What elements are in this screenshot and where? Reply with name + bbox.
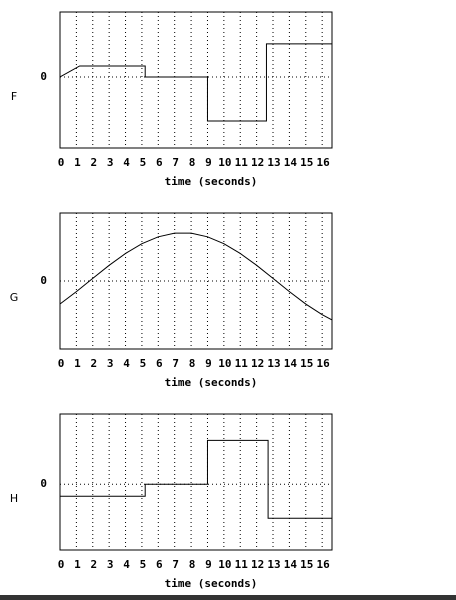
plot-label: G bbox=[10, 291, 19, 304]
x-tick-label: 13 bbox=[267, 156, 280, 169]
x-tick-label: 2 bbox=[90, 357, 97, 370]
x-tick-label: 5 bbox=[140, 156, 147, 169]
x-tick-label: 5 bbox=[140, 558, 147, 571]
x-tick-label: 15 bbox=[300, 357, 313, 370]
x-tick-label: 3 bbox=[107, 156, 114, 169]
x-tick-label: 16 bbox=[317, 357, 331, 370]
x-tick-label: 14 bbox=[284, 156, 298, 169]
x-tick-label: 4 bbox=[123, 357, 130, 370]
x-tick-label: 6 bbox=[156, 558, 163, 571]
x-tick-label: 3 bbox=[107, 558, 114, 571]
x-tick-label: 14 bbox=[284, 558, 298, 571]
x-tick-label: 11 bbox=[235, 357, 249, 370]
bottom-bar bbox=[0, 595, 456, 600]
x-tick-label: 0 bbox=[58, 558, 65, 571]
x-tick-label: 9 bbox=[205, 156, 212, 169]
data-line bbox=[60, 439, 332, 519]
x-tick-label: 11 bbox=[235, 558, 249, 571]
plot-label: F bbox=[11, 90, 17, 103]
plot-frame bbox=[59, 11, 333, 149]
x-tick-label: 9 bbox=[205, 357, 212, 370]
x-tick-label: 0 bbox=[58, 156, 65, 169]
plot-frame bbox=[59, 413, 333, 551]
x-tick-label: 8 bbox=[189, 558, 196, 571]
x-tick-label: 7 bbox=[172, 558, 179, 571]
x-tick-label: 12 bbox=[251, 558, 264, 571]
x-tick-label: 1 bbox=[74, 156, 81, 169]
x-tick-label: 10 bbox=[218, 558, 231, 571]
x-tick-label: 1 bbox=[74, 357, 81, 370]
x-tick-label: 2 bbox=[90, 558, 97, 571]
x-tick-label: 4 bbox=[123, 558, 130, 571]
plot-label: H bbox=[10, 492, 18, 505]
x-tick-label: 1 bbox=[74, 558, 81, 571]
x-tick-label: 8 bbox=[189, 156, 196, 169]
x-tick-label: 6 bbox=[156, 156, 163, 169]
x-tick-label: 11 bbox=[235, 156, 249, 169]
x-tick-label: 16 bbox=[317, 558, 331, 571]
x-axis-label: time (seconds) bbox=[165, 175, 258, 188]
x-axis-label: time (seconds) bbox=[165, 577, 258, 590]
y-tick-label: 0 bbox=[40, 274, 47, 287]
x-tick-label: 8 bbox=[189, 357, 196, 370]
x-tick-label: 9 bbox=[205, 558, 212, 571]
x-tick-label: 15 bbox=[300, 156, 313, 169]
y-tick-label: 0 bbox=[40, 477, 47, 490]
x-tick-label: 13 bbox=[267, 357, 280, 370]
x-tick-label: 3 bbox=[107, 357, 114, 370]
x-tick-label: 6 bbox=[156, 357, 163, 370]
x-tick-label: 14 bbox=[284, 357, 298, 370]
data-line bbox=[59, 43, 332, 122]
x-tick-label: 12 bbox=[251, 156, 264, 169]
data-line bbox=[59, 232, 333, 321]
x-tick-label: 2 bbox=[90, 156, 97, 169]
x-tick-label: 13 bbox=[267, 558, 280, 571]
x-tick-label: 16 bbox=[317, 156, 331, 169]
x-tick-label: 10 bbox=[218, 156, 231, 169]
x-tick-label: 7 bbox=[172, 156, 179, 169]
x-tick-label: 7 bbox=[172, 357, 179, 370]
x-tick-label: 10 bbox=[218, 357, 231, 370]
y-tick-label: 0 bbox=[40, 70, 47, 83]
x-tick-label: 15 bbox=[300, 558, 313, 571]
x-tick-label: 0 bbox=[58, 357, 65, 370]
x-tick-label: 5 bbox=[140, 357, 147, 370]
x-tick-label: 12 bbox=[251, 357, 264, 370]
x-tick-label: 4 bbox=[123, 156, 130, 169]
x-axis-label: time (seconds) bbox=[165, 376, 258, 389]
